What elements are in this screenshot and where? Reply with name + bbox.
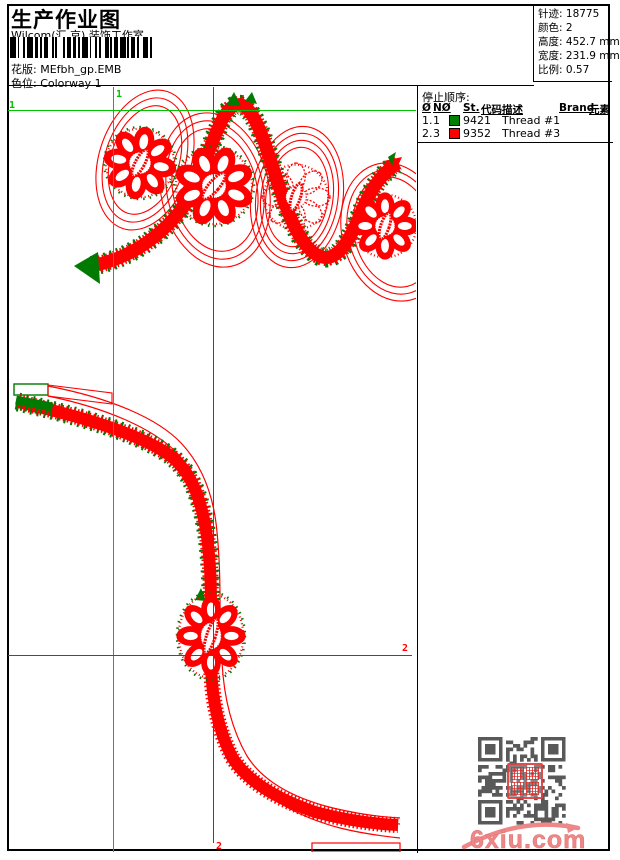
red-stamp — [507, 763, 543, 799]
col-change-number: Ø — [422, 102, 431, 114]
colors-row: 颜色: 2 — [538, 22, 573, 34]
print-scale: 0.57 — [565, 64, 590, 76]
row-sequence-number: 1. — [422, 114, 433, 127]
col-code: 代码 — [481, 104, 502, 116]
row-sequence-number: 2. — [422, 127, 433, 140]
design-info-box: 针迹: 18775 颜色: 2 高度: 452.7 mm 宽度: 231.9 m… — [533, 4, 620, 82]
row-needle-number: 1 — [433, 114, 440, 127]
page-title: 生产作业图 — [11, 8, 121, 32]
col-elements: 元素 — [589, 104, 610, 116]
pattern-file-label: 花版: — [11, 63, 37, 76]
col-needle-number: NØ — [433, 102, 451, 114]
header-divider — [7, 85, 534, 86]
design-barcode — [10, 37, 162, 58]
col-brand: Brand — [559, 102, 595, 114]
pattern-file-value: MEfbh_gp.EMB — [40, 63, 122, 76]
stop-sequence-title: 停止顺序: — [422, 91, 470, 104]
colorway-line: 色位: Colorway 1 — [11, 75, 102, 91]
row-needle-number: 3 — [433, 127, 440, 140]
width-row: 宽度: 231.9 mm — [538, 50, 620, 62]
stamp-glyph — [511, 767, 524, 780]
scale-row: 比例: 0.57 — [538, 64, 590, 76]
table-bottom-divider — [418, 142, 613, 143]
colorway-value: Colorway 1 — [40, 77, 102, 90]
col-description: 描述 — [502, 104, 523, 116]
color-count: 2 — [565, 22, 573, 34]
stitches-row: 针迹: 18775 — [538, 8, 600, 20]
thread-description: Thread #1 — [502, 114, 561, 127]
thread-code: 9352 — [463, 127, 491, 140]
stamp-glyph — [526, 782, 539, 795]
stamp-glyph — [526, 767, 539, 780]
thread-code: 9421 — [463, 114, 491, 127]
stop-sequence-panel: 停止顺序: Ø NØ St. 代码 描述 Brand 元素 1. 1 9421 Thr… — [417, 86, 613, 853]
thread-color-swatch — [449, 128, 460, 139]
height-row: 高度: 452.7 mm — [538, 36, 620, 48]
stamp-glyph — [511, 782, 524, 795]
col-stitch: St. — [463, 102, 480, 114]
design-height: 452.7 mm — [565, 36, 620, 48]
thread-color-swatch — [449, 115, 460, 126]
pattern-file-line: 花版: MEfbh_gp.EMB — [11, 61, 121, 77]
design-width: 231.9 mm — [565, 50, 620, 62]
colorway-label: 色位: — [11, 77, 37, 90]
stitch-count: 18775 — [565, 8, 600, 20]
thread-description: Thread #3 — [502, 127, 561, 140]
